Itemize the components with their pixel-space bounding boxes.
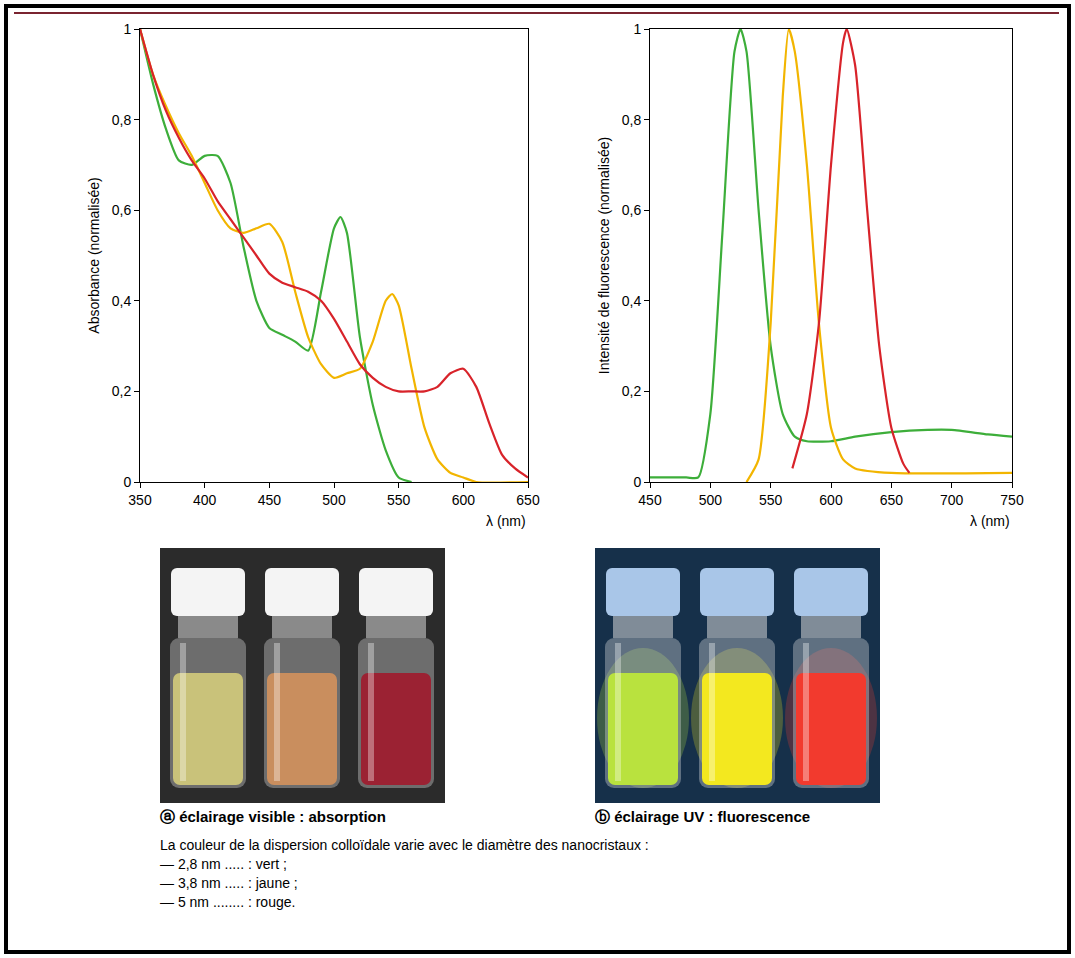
html-text:ⓐ éclairage visible : absorpti: ⓐ éclairage visible : absorption [160, 808, 386, 825]
svg-text:600: 600 [452, 492, 476, 508]
svg-text:750: 750 [1000, 492, 1024, 508]
svg-text:0,4: 0,4 [112, 293, 132, 309]
svg-text:λ (nm): λ (nm) [486, 513, 526, 529]
svg-text:1: 1 [123, 21, 131, 37]
svg-text:Absorbance (normalisée): Absorbance (normalisée) [86, 177, 102, 333]
svg-text:350: 350 [128, 492, 152, 508]
svg-text:700: 700 [940, 492, 964, 508]
svg-text:0: 0 [123, 474, 131, 490]
svg-text:λ (nm): λ (nm) [970, 513, 1010, 529]
svg-text:550: 550 [759, 492, 783, 508]
html-text:ⓑ éclairage UV : fluorescence: ⓑ éclairage UV : fluorescence [595, 808, 811, 825]
svg-text:650: 650 [880, 492, 904, 508]
svg-text:400: 400 [193, 492, 217, 508]
svg-text:Intensité de fluorescence (nor: Intensité de fluorescence (normalisée) [596, 137, 612, 374]
svg-text:0,6: 0,6 [112, 202, 132, 218]
svg-text:0,2: 0,2 [622, 383, 642, 399]
svg-text:500: 500 [699, 492, 723, 508]
html-text:La couleur de la dispersion co: La couleur de la dispersion colloïdale v… [160, 837, 649, 853]
svg-text:1: 1 [633, 21, 641, 37]
html-text:— 3,8 nm ..... : jaune ;: — 3,8 nm ..... : jaune ; [160, 875, 298, 891]
svg-text:0,4: 0,4 [622, 293, 642, 309]
svg-text:0,8: 0,8 [622, 112, 642, 128]
svg-text:650: 650 [516, 492, 540, 508]
svg-text:450: 450 [258, 492, 282, 508]
svg-text:0,2: 0,2 [112, 383, 132, 399]
svg-text:600: 600 [819, 492, 843, 508]
svg-text:0: 0 [633, 474, 641, 490]
svg-text:0,8: 0,8 [112, 112, 132, 128]
html-text:— 2,8 nm ..... : vert ;: — 2,8 nm ..... : vert ; [160, 856, 287, 872]
svg-text:500: 500 [322, 492, 346, 508]
html-text:— 5 nm ........ : rouge.: — 5 nm ........ : rouge. [160, 894, 296, 910]
svg-text:0,6: 0,6 [622, 202, 642, 218]
svg-text:450: 450 [638, 492, 662, 508]
svg-text:550: 550 [387, 492, 411, 508]
